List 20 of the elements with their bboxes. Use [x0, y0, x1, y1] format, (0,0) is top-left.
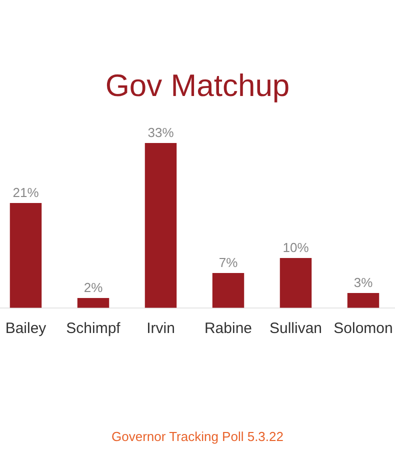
x-tick-label: Rabine: [204, 320, 252, 337]
x-tick-label: Bailey: [5, 320, 47, 337]
data-label: 3%: [354, 275, 374, 290]
text: Governor Tracking Poll 5.3.22: [112, 429, 284, 444]
bar: [77, 298, 110, 308]
bar: [280, 258, 312, 308]
bar: [10, 203, 42, 308]
bar: [212, 273, 244, 308]
data-label: 7%: [218, 255, 238, 270]
x-tick-label: Irvin: [146, 320, 175, 337]
chart-title: Gov Matchup: [105, 68, 290, 103]
data-label: 21%: [12, 185, 40, 200]
x-tick-label: Sullivan: [269, 320, 322, 337]
x-tick-label: Solomon: [334, 320, 393, 337]
data-label: 33%: [148, 125, 174, 140]
data-label: 2%: [84, 280, 104, 295]
x-tick-label: Schimpf: [66, 320, 122, 337]
bar: [144, 143, 177, 308]
bar: [347, 293, 380, 308]
data-label: 10%: [282, 240, 310, 255]
